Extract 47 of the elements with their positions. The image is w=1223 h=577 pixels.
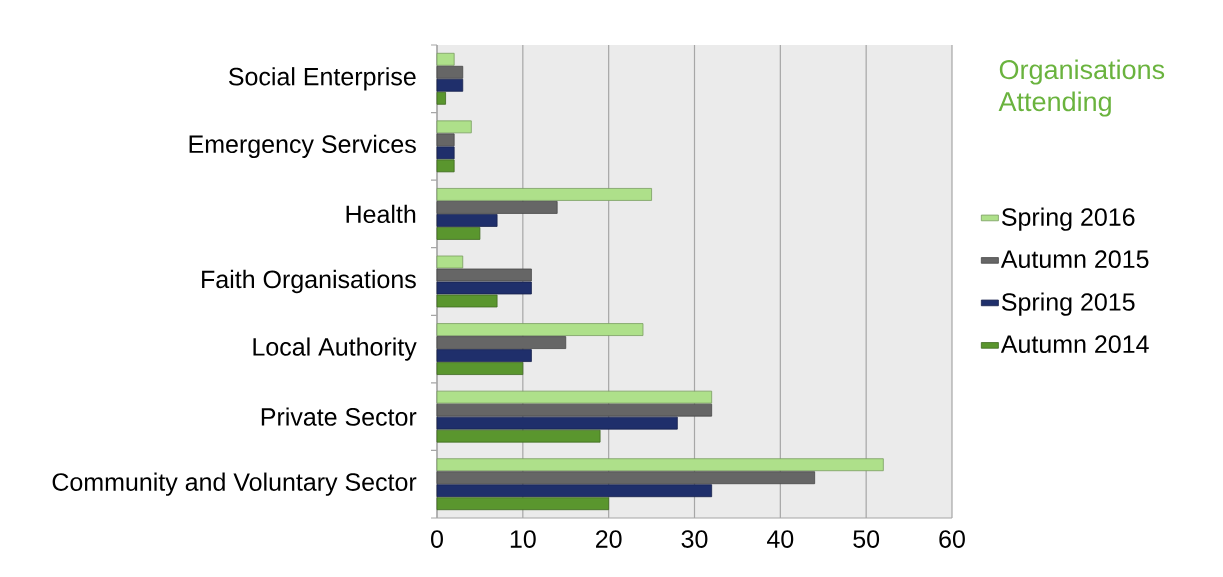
y-tick-label: Private Sector [261,407,417,426]
bar [436,255,464,269]
y-tick-label: Local Authority [253,337,417,361]
bar [436,484,713,498]
bar [436,159,455,173]
bar [436,52,455,66]
bar [436,403,713,417]
legend-label: Spring 2015 [1001,292,1135,316]
bar [436,416,678,430]
x-tick-label: 50 [853,530,880,548]
x-tick-label: 40 [767,530,794,548]
x-tick-label: 30 [681,530,708,548]
bar [436,429,601,443]
bar [436,78,464,92]
bar [436,201,558,214]
bar [436,336,567,349]
bar [436,281,532,295]
bar [436,91,446,105]
y-tick-label: Faith Organisations [202,269,416,294]
bar [436,323,644,336]
bar [436,146,455,160]
bar [436,362,524,375]
x-tick-label: 20 [596,530,622,548]
bar [436,120,472,134]
bar [436,133,455,147]
y-tick-label: Emergency Services [189,134,416,159]
bar [436,65,464,79]
bar [436,188,652,201]
x-tick-label: 0 [431,530,443,548]
bar [436,294,498,308]
y-tick-label: Social Enterprise [228,67,416,91]
x-tick-label: 60 [939,530,965,548]
bar [436,214,498,227]
bar [436,390,713,404]
legend-label: Spring 2016 [1001,207,1135,231]
bar [436,458,884,472]
bar [436,497,610,511]
bar [436,268,532,282]
text: Organisations Attending [998,59,1165,117]
legend-label: Autumn 2015 [1000,250,1149,269]
y-tick-label: Community and Voluntary Sector [52,472,417,496]
y-tick-label: Health [346,204,416,224]
bar [436,227,481,240]
bar [436,471,816,485]
legend-label: Autumn 2014 [1000,335,1149,354]
x-tick-label: 10 [510,530,536,548]
bar [436,349,532,362]
